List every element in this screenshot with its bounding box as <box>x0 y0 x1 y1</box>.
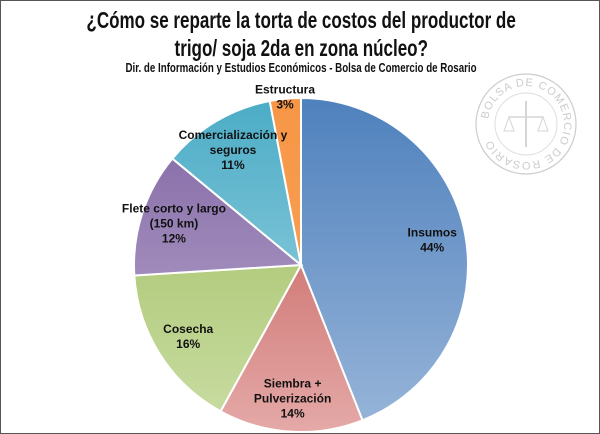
data-label-category: Comercialización y <box>179 128 288 142</box>
data-label-category: Insumos <box>408 225 458 239</box>
data-label-value: 44% <box>420 240 444 254</box>
data-label-value: 11% <box>221 158 245 172</box>
data-label-category: Estructura <box>255 83 315 97</box>
pie-slice-insumos <box>300 96 469 422</box>
pie-slice-siembra-pulverizaci-n <box>219 262 364 433</box>
data-label-category: seguros <box>210 143 257 157</box>
chart-title-line-2: trigo/ soja 2da en zona núcleo? <box>174 35 428 61</box>
data-label-category: Flete corto y largo <box>122 202 226 216</box>
data-label-category: Pulverización <box>254 391 331 405</box>
data-label-value: 16% <box>176 337 200 351</box>
data-label-value: 3% <box>276 98 294 112</box>
pie-slice-comercializaci-n-y-seguros <box>170 99 303 268</box>
chart-subtitle: Dir. de Información y Estudios Económico… <box>125 61 477 75</box>
bolsa-seal-logo: BOLSA DE COMERCIO DE ROSARIO <box>475 73 577 175</box>
pie-slice-cosecha <box>133 263 303 413</box>
chart-title-line-1: ¿Cómo se reparte la torta de costos del … <box>86 7 516 33</box>
pie-slice-estructura <box>268 96 302 266</box>
pie-slice-flete-corto-y-largo-150-km- <box>133 157 304 277</box>
data-label-category: (150 km) <box>150 217 199 231</box>
data-label-category: Cosecha <box>163 322 213 336</box>
data-label-value: 12% <box>162 232 186 246</box>
data-label-category: Siembra + <box>264 376 322 390</box>
data-label-value: 14% <box>281 406 305 420</box>
